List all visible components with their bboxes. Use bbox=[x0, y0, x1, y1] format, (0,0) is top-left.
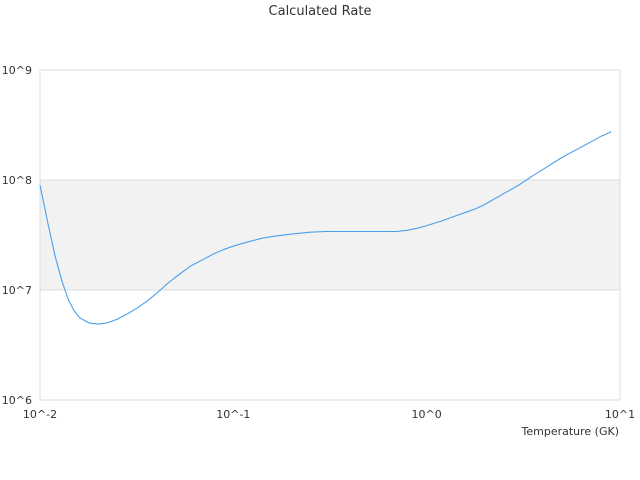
y-tick-label: 10^9 bbox=[2, 64, 32, 77]
plot-background bbox=[40, 180, 620, 290]
series-layer bbox=[39, 131, 612, 325]
x-tick-label: 10^-2 bbox=[23, 408, 57, 421]
x-tick-label: 10^1 bbox=[605, 408, 635, 421]
x-tick-label: 10^0 bbox=[412, 408, 442, 421]
x-axis-title: Temperature (GK) bbox=[521, 425, 620, 438]
x-axis-ticks: 10^-2 10^-1 10^0 10^1 bbox=[23, 408, 635, 421]
chart-title: Calculated Rate bbox=[268, 4, 372, 19]
series-line bbox=[39, 131, 612, 325]
y-tick-label: 10^7 bbox=[2, 284, 32, 297]
x-tick-label: 10^-1 bbox=[216, 408, 250, 421]
plot-band bbox=[40, 180, 620, 290]
y-axis-ticks: 10^6 10^7 10^8 10^9 bbox=[2, 64, 32, 407]
grid-lines bbox=[39, 69, 621, 401]
y-tick-label: 10^6 bbox=[2, 394, 32, 407]
y-tick-label: 10^8 bbox=[2, 174, 32, 187]
